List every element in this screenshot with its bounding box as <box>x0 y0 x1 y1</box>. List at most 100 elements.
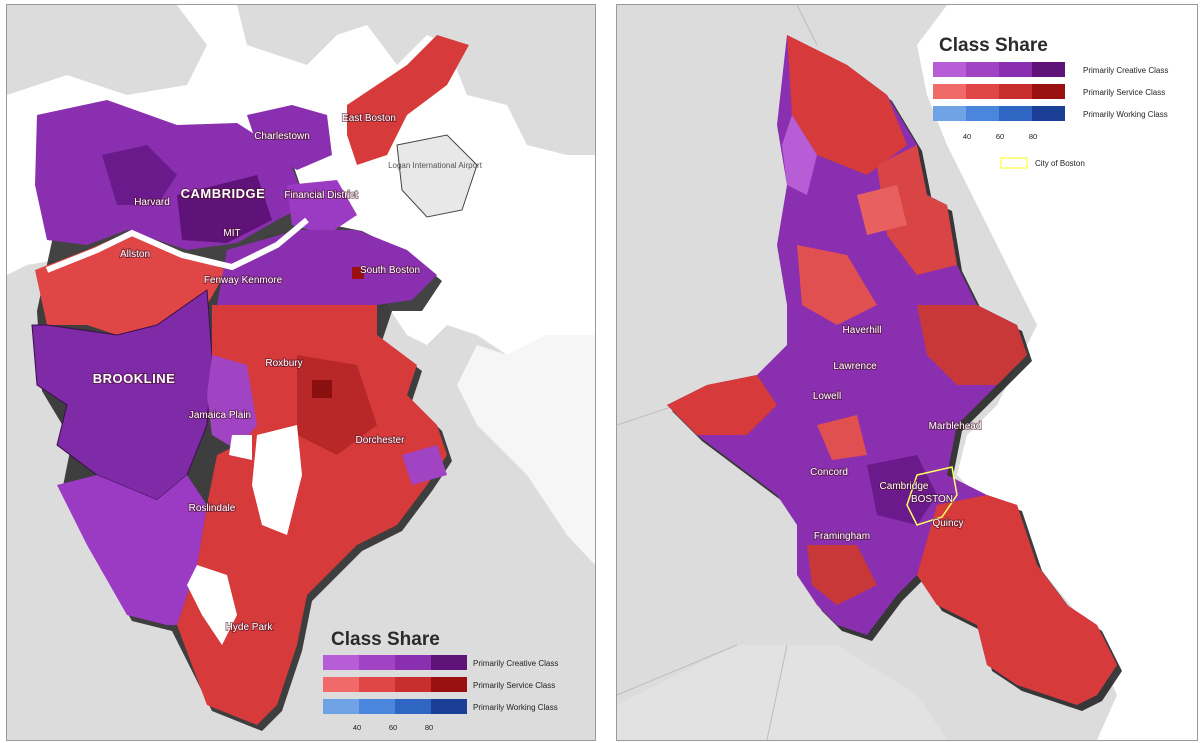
label-dorchester: Dorchester <box>356 435 406 446</box>
legend-swatch-creative-2 <box>966 62 999 77</box>
label-marblehead: Marblehead <box>929 421 982 432</box>
legend-swatch-working-2 <box>359 699 395 714</box>
legend-swatch-working-3 <box>999 106 1032 121</box>
label-lowell: Lowell <box>813 391 841 402</box>
legend-swatch-creative-4 <box>1032 62 1065 77</box>
region-concord-service <box>817 415 867 460</box>
label-roxbury: Roxbury <box>265 358 302 369</box>
region-west-service <box>667 375 777 435</box>
left-legend-tick-60: 60 <box>389 723 397 732</box>
legend-swatch-working-4 <box>431 699 467 714</box>
bay-water <box>457 155 595 565</box>
legend-swatch-service-4 <box>1032 84 1065 99</box>
label-jamaica-plain: Jamaica Plain <box>189 410 251 421</box>
region-dorchester-creative <box>402 445 447 485</box>
region-northeast-service <box>877 145 957 275</box>
label-fenway-kenmore: Fenway Kenmore <box>204 275 283 286</box>
legend-swatch-service-2 <box>966 84 999 99</box>
park-arboretum <box>229 435 252 460</box>
label-hyde-park: Hyde Park <box>226 622 274 633</box>
right-legend-service: Primarily Service Class <box>1083 88 1165 97</box>
region-roxbury-darkest <box>312 380 332 398</box>
region-west-roxbury <box>57 475 207 625</box>
city-of-boston-swatch <box>1000 157 1028 169</box>
label-south-boston: South Boston <box>360 265 420 276</box>
boston-city-map: Charlestown East Boston Logan Internatio… <box>6 4 596 741</box>
harbor-water <box>7 5 595 355</box>
region-north-service <box>787 35 907 175</box>
right-legend-creative: Primarily Creative Class <box>1083 66 1168 75</box>
region-marblehead-service <box>917 305 1027 385</box>
legend-swatch-working-2 <box>966 106 999 121</box>
label-haverhill: Haverhill <box>843 325 882 336</box>
legend-swatch-service-3 <box>999 84 1032 99</box>
label-mit: MIT <box>223 228 240 239</box>
park-stony-brook <box>187 565 237 645</box>
region-core-creative <box>867 455 937 525</box>
region-jamaica-plain <box>207 355 257 450</box>
region-inland-service <box>857 185 907 235</box>
label-cambridge: Cambridge <box>880 481 929 492</box>
land-southwest <box>7 535 147 740</box>
left-legend-service: Primarily Service Class <box>473 681 555 690</box>
left-legend-tick-80: 80 <box>425 723 433 732</box>
left-legend-swatches <box>323 655 467 714</box>
region-charlestown <box>247 105 332 170</box>
region-south-shore-service <box>917 495 1117 705</box>
right-legend-city-of-boston: City of Boston <box>1035 159 1085 168</box>
legend-swatch-service-1 <box>323 677 359 692</box>
region-framingham-service <box>807 545 877 605</box>
region-mit <box>177 175 272 243</box>
region-cambridge-dark <box>102 145 177 205</box>
label-boston: BOSTON <box>911 494 953 505</box>
right-legend-title: Class Share <box>939 35 1048 56</box>
legend-swatch-service-4 <box>431 677 467 692</box>
land-south <box>617 645 947 740</box>
park-franklin <box>252 425 302 535</box>
legend-swatch-working-1 <box>933 106 966 121</box>
ocean <box>917 5 1197 740</box>
right-legend-tick-60: 60 <box>996 132 1004 141</box>
left-legend-creative: Primarily Creative Class <box>473 659 558 668</box>
label-logan-airport: Logan International Airport <box>388 161 483 170</box>
label-cambridge: CAMBRIDGE <box>181 186 266 201</box>
label-concord: Concord <box>810 467 848 478</box>
right-legend-working: Primarily Working Class <box>1083 110 1168 119</box>
left-legend-title: Class Share <box>331 629 440 650</box>
greater-boston-map-svg: Haverhill Lawrence Lowell Marblehead Con… <box>617 5 1197 740</box>
legend-swatch-working-3 <box>395 699 431 714</box>
label-roslindale: Roslindale <box>189 503 236 514</box>
label-lawrence: Lawrence <box>833 361 877 372</box>
legend-swatch-creative-4 <box>431 655 467 670</box>
label-financial-district: Financial District <box>284 190 358 201</box>
left-legend-tick-40: 40 <box>353 723 361 732</box>
legend-swatch-service-3 <box>395 677 431 692</box>
region-north-light-creative <box>782 115 817 195</box>
legend-swatch-service-1 <box>933 84 966 99</box>
label-harvard: Harvard <box>134 197 170 208</box>
label-brookline: BROOKLINE <box>93 371 176 386</box>
region-east-boston <box>347 35 469 165</box>
greater-boston-map: Haverhill Lawrence Lowell Marblehead Con… <box>616 4 1198 741</box>
right-legend-tick-40: 40 <box>963 132 971 141</box>
boston-city-map-svg: Charlestown East Boston Logan Internatio… <box>7 5 595 740</box>
state-borders <box>617 5 818 740</box>
region-haverhill-service <box>797 245 877 325</box>
legend-swatch-working-4 <box>1032 106 1065 121</box>
legend-swatch-service-2 <box>359 677 395 692</box>
label-quincy: Quincy <box>932 518 963 529</box>
legend-swatch-creative-3 <box>999 62 1032 77</box>
legend-swatch-creative-1 <box>933 62 966 77</box>
legend-swatch-creative-2 <box>359 655 395 670</box>
label-charlestown: Charlestown <box>254 131 310 142</box>
legend-swatch-creative-3 <box>395 655 431 670</box>
legend-swatch-working-1 <box>323 699 359 714</box>
region-south-boston-dark <box>352 267 364 279</box>
label-allston: Allston <box>120 249 150 260</box>
legend-swatch-creative-1 <box>323 655 359 670</box>
charles-river <box>45 217 309 273</box>
city-of-boston-boundary <box>906 466 958 526</box>
right-legend-swatches <box>933 62 1065 121</box>
left-legend-working: Primarily Working Class <box>473 703 558 712</box>
right-legend: Class Share Primarily Creative Class Pri… <box>933 35 1168 169</box>
